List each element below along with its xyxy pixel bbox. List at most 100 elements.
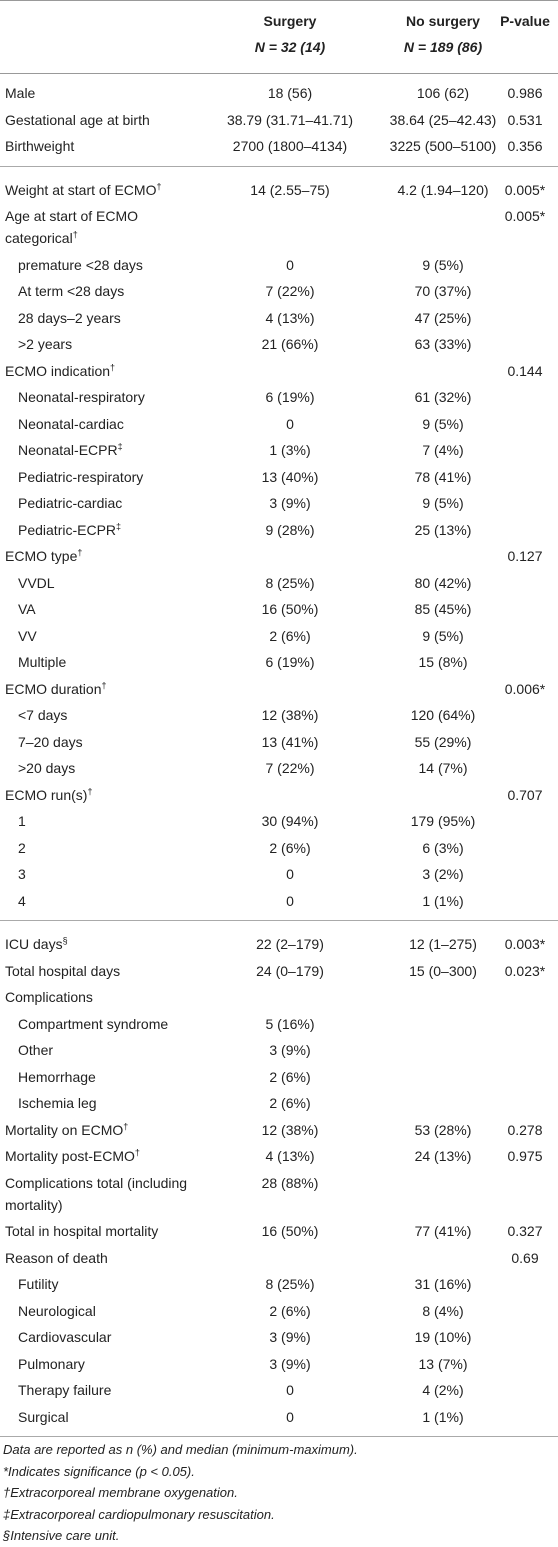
surgery-cell: 8 (25%) bbox=[265, 574, 315, 591]
group-count: N = 189 (86) bbox=[403, 39, 483, 55]
label-text: Hemorrhage bbox=[18, 1068, 96, 1085]
row: Complications bbox=[0, 984, 558, 1011]
row-label: ECMO duration† bbox=[0, 678, 210, 700]
no-surgery-cell: 9 (5%) bbox=[422, 495, 464, 512]
no-surgery-cell: 1 (1%) bbox=[422, 1408, 464, 1425]
no-surgery-cell: 63 (33%) bbox=[414, 336, 472, 353]
p-value-cell: 0.707 bbox=[507, 786, 543, 803]
label-text: 28 days–2 years bbox=[18, 309, 121, 326]
label-text: Gestational age at birth bbox=[5, 111, 150, 128]
p-value-cell: 0.278 bbox=[507, 1121, 543, 1138]
label-text: >20 days bbox=[18, 760, 76, 777]
no-surgery-cell: 7 (4%) bbox=[422, 442, 464, 459]
footnote-mark: § bbox=[62, 935, 68, 946]
label-text: Cardiovascular bbox=[18, 1329, 112, 1346]
row-label: ECMO indication† bbox=[0, 360, 210, 382]
sub-row: 7–20 days 13 (41%) 55 (29%) bbox=[0, 729, 558, 756]
row-label: Neonatal-respiratory bbox=[0, 386, 210, 408]
row-label: 1 bbox=[0, 810, 210, 832]
row: ECMO duration† 0.006* bbox=[0, 676, 558, 703]
row: Gestational age at birth 38.79 (31.71–41.… bbox=[0, 107, 558, 134]
row-label: Hemorrhage bbox=[0, 1066, 210, 1088]
label-text: Neonatal-respiratory bbox=[18, 389, 145, 406]
row-label: Mortality on ECMO† bbox=[0, 1119, 210, 1141]
footnote: *Indicates significance (p < 0.05). bbox=[3, 1463, 195, 1479]
surgery-cell: 3 (9%) bbox=[269, 1355, 311, 1372]
footnote-mark: † bbox=[123, 1121, 129, 1132]
sub-row: Neonatal-respiratory 6 (19%) 61 (32%) bbox=[0, 384, 558, 411]
surgery-cell: 24 (0–179) bbox=[256, 962, 324, 979]
surgery-cell: 22 (2–179) bbox=[256, 936, 324, 953]
surgery-cell: 14 (2.55–75) bbox=[250, 181, 330, 198]
row-label: Birthweight bbox=[0, 135, 210, 157]
row-label: 3 bbox=[0, 863, 210, 885]
sub-row: Other 3 (9%) bbox=[0, 1037, 558, 1064]
label-text: Ischemia leg bbox=[18, 1095, 97, 1112]
row-label: Pediatric-ECPR‡ bbox=[0, 519, 210, 541]
label-text: Weight at start of ECMO bbox=[5, 181, 157, 198]
p-value-cell: 0.023* bbox=[504, 962, 546, 979]
no-surgery-cell: 31 (16%) bbox=[414, 1276, 472, 1293]
surgery-cell: 18 (56) bbox=[267, 85, 313, 102]
p-value-cell: 0.005* bbox=[504, 181, 546, 198]
sub-row: <7 days 12 (38%) 120 (64%) bbox=[0, 702, 558, 729]
no-surgery-cell: 9 (5%) bbox=[422, 627, 464, 644]
footnote-mark: ‡ bbox=[117, 441, 123, 452]
surgery-cell: 38.79 (31.71–41.71) bbox=[226, 111, 354, 128]
section: ICU days§ 22 (2–179) 12 (1–275) 0.003* Total… bbox=[0, 921, 558, 1437]
row: Reason of death 0.69 bbox=[0, 1245, 558, 1272]
no-surgery-cell: 80 (42%) bbox=[414, 574, 472, 591]
row-label: Complications bbox=[0, 986, 210, 1008]
label-text: VVDL bbox=[18, 574, 55, 591]
surgery-cell: 3 (9%) bbox=[269, 495, 311, 512]
label-text: ECMO indication bbox=[5, 362, 111, 379]
label-text: Neurological bbox=[18, 1302, 96, 1319]
row: ICU days§ 22 (2–179) 12 (1–275) 0.003* bbox=[0, 931, 558, 958]
p-value-cell: 0.006* bbox=[504, 680, 546, 697]
surgery-cell: 1 (3%) bbox=[269, 442, 311, 459]
sub-row: VA 16 (50%) 85 (45%) bbox=[0, 596, 558, 623]
label-text: Mortality post-ECMO bbox=[5, 1148, 135, 1165]
column-header: P-value bbox=[500, 13, 550, 29]
no-surgery-cell: 19 (10%) bbox=[414, 1329, 472, 1346]
label-text: Age at start of ECMO categorical bbox=[5, 208, 139, 247]
label-text: VV bbox=[18, 627, 37, 644]
row: Total hospital days 24 (0–179) 15 (0–300) 0… bbox=[0, 958, 558, 985]
no-surgery-cell: 120 (64%) bbox=[410, 707, 476, 724]
row-label: Surgical bbox=[0, 1406, 210, 1428]
row-label: Neurological bbox=[0, 1300, 210, 1322]
surgery-cell: 0 bbox=[286, 1382, 294, 1399]
label-text: Birthweight bbox=[5, 138, 75, 155]
p-value-cell: 0.127 bbox=[507, 548, 543, 565]
surgery-cell: 0 bbox=[286, 866, 294, 883]
no-surgery-cell: 38.64 (25–42.43) bbox=[389, 111, 497, 128]
label-text: Pulmonary bbox=[18, 1355, 85, 1372]
no-surgery-cell: 78 (41%) bbox=[414, 468, 472, 485]
no-surgery-cell: 8 (4%) bbox=[422, 1302, 464, 1319]
row-label: Gestational age at birth bbox=[0, 109, 210, 131]
sub-row: Therapy failure 0 4 (2%) bbox=[0, 1377, 558, 1404]
sub-row: Futility 8 (25%) 31 (16%) bbox=[0, 1271, 558, 1298]
footnote-mark: † bbox=[134, 1147, 140, 1158]
no-surgery-cell: 85 (45%) bbox=[414, 601, 472, 618]
footnote-mark: † bbox=[110, 362, 116, 373]
footnote-mark: † bbox=[72, 229, 78, 240]
no-surgery-cell: 25 (13%) bbox=[414, 521, 472, 538]
no-surgery-cell: 15 (0–300) bbox=[409, 962, 477, 979]
surgery-cell: 30 (94%) bbox=[261, 813, 319, 830]
row-label: Compartment syndrome bbox=[0, 1013, 210, 1035]
row-label: >2 years bbox=[0, 333, 210, 355]
sub-row: Hemorrhage 2 (6%) bbox=[0, 1064, 558, 1091]
label-text: Therapy failure bbox=[18, 1382, 112, 1399]
row-label: VVDL bbox=[0, 572, 210, 594]
sub-row: >2 years 21 (66%) 63 (33%) bbox=[0, 331, 558, 358]
no-surgery-cell: 53 (28%) bbox=[414, 1121, 472, 1138]
sub-row: >20 days 7 (22%) 14 (7%) bbox=[0, 755, 558, 782]
no-surgery-cell: 106 (62) bbox=[416, 85, 470, 102]
row-label: Age at start of ECMO categorical† bbox=[0, 205, 210, 249]
row: Complications total (including mortality… bbox=[0, 1170, 558, 1219]
row-label: At term <28 days bbox=[0, 280, 210, 302]
row-label: ICU days§ bbox=[0, 933, 210, 955]
